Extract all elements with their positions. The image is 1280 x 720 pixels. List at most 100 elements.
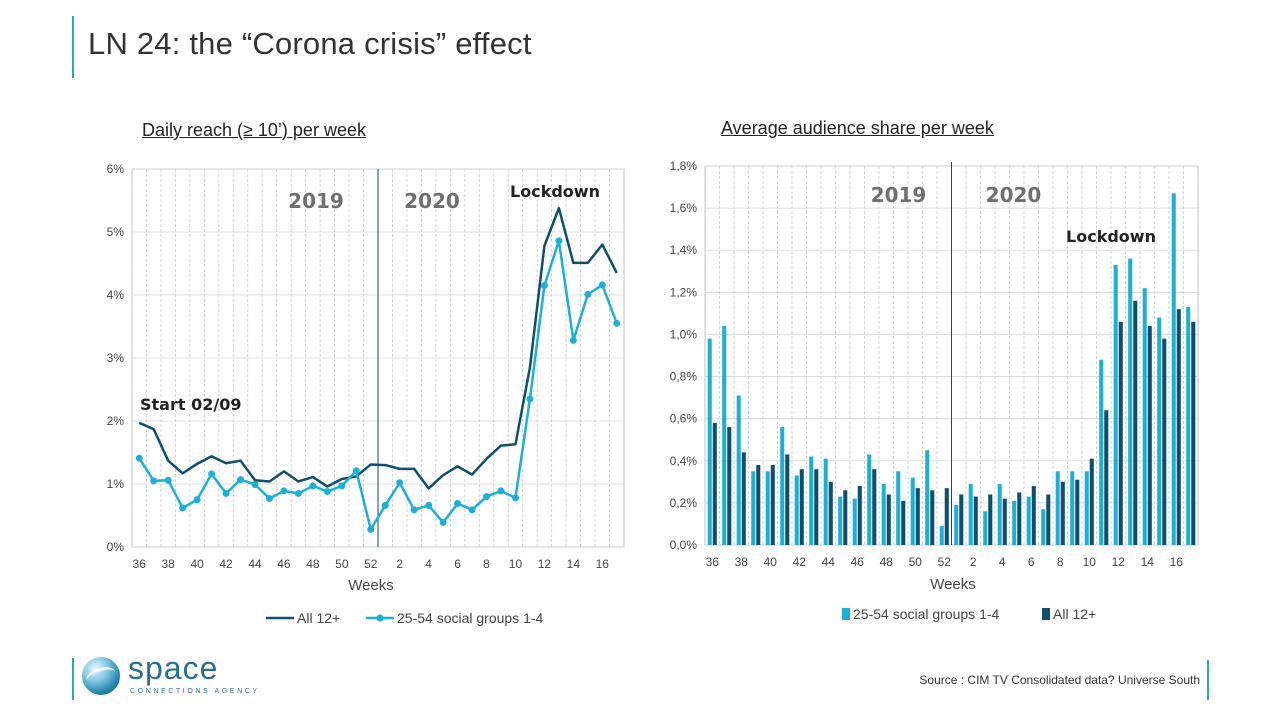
y-tick-label: 1,4% [670,243,698,257]
bar-all-12 [1104,410,1109,545]
bar-all-12 [1002,498,1007,545]
bar-25-54 [968,483,973,545]
x-tick-label: 14 [567,557,581,571]
data-point-25-54 [193,496,201,504]
bar-25-54 [751,471,756,545]
x-tick-label: 6 [1028,555,1035,569]
bar-25-54 [1171,193,1176,545]
bar-25-54 [838,496,843,545]
x-tick-label: 2 [396,557,403,571]
data-point-25-54 [396,479,404,487]
bar-all-12 [785,454,790,545]
bar-all-12 [1017,492,1022,545]
bar-25-54 [925,450,930,545]
bar-25-54 [1142,288,1147,545]
bar-25-54 [1012,500,1017,545]
start-label: Start 02/09 [140,395,241,414]
bar-25-54 [997,483,1002,545]
bar-25-54 [736,395,741,545]
legend-marker-25-54 [376,614,384,622]
x-tick-label: 40 [764,555,778,569]
bar-all-12 [1089,458,1094,545]
data-point-25-54 [584,290,592,298]
bar-all-12 [1176,309,1181,545]
data-point-25-54 [511,494,519,502]
legend-label-25-54: 25-54 social groups 1-4 [397,610,544,626]
legend-swatch-all-12 [1042,608,1050,620]
bar-all-12 [886,494,891,545]
bar-25-54 [1026,496,1031,545]
year-label-2019: 2019 [871,183,927,207]
bar-all-12 [1060,481,1065,545]
x-tick-label: 44 [822,555,836,569]
bar-25-54 [1070,471,1075,545]
y-tick-label: 5% [107,225,125,239]
x-tick-label: 8 [1057,555,1064,569]
x-tick-label: 12 [1112,555,1126,569]
share-bar-chart: 0,0% 0,2% 0,4% 0,6% 0,8% 1,0% 1,2% 1,4% 1,6% 1,8%… [670,159,1199,622]
x-tick-label: 36 [706,555,720,569]
y-tick-label: 0,4% [670,454,698,468]
source-note: Source : CIM TV Consolidated data? Unive… [919,673,1200,687]
bar-25-54 [1157,317,1162,545]
x-axis-title: Weeks [348,577,394,594]
y-tick-label: 0,6% [670,412,698,426]
bar-25-54 [1055,471,1060,545]
data-point-25-54 [555,237,563,245]
legend-label-all-12: All 12+ [297,610,340,626]
x-tick-label: 52 [364,557,378,571]
bar-25-54 [1099,359,1104,545]
data-point-25-54 [164,476,172,484]
space-logo-icon [82,657,120,695]
bar-25-54 [780,427,785,545]
x-tick-label: 44 [248,557,262,571]
bar-25-54 [896,471,901,545]
data-point-25-54 [265,494,273,502]
year-label-2020: 2020 [404,189,460,213]
bar-all-12 [1162,338,1167,545]
bar-25-54 [809,456,814,545]
bar-all-12 [901,500,906,545]
bar-25-54 [722,326,727,545]
x-tick-label: 4 [999,555,1006,569]
legend-label-all-12: All 12+ [1053,606,1096,622]
x-axis-title: Weeks [930,576,976,593]
data-point-25-54 [309,482,317,490]
bar-all-12 [1046,494,1051,545]
bar-all-12 [857,486,862,545]
logo-tagline: CONNECTIONS AGENCY [130,688,260,695]
chart-title-reach: Daily reach (≥ 10’) per week [142,120,366,140]
bar-all-12 [1147,326,1152,545]
bar-all-12 [1133,300,1138,545]
data-point-25-54 [468,506,476,514]
y-tick-label: 1% [107,477,125,491]
x-tick-label: 50 [909,555,923,569]
data-point-25-54 [135,454,143,462]
bar-all-12 [944,488,949,545]
logo-accent-bar [72,658,74,700]
data-point-25-54 [251,481,259,489]
x-tick-label: 14 [1141,555,1155,569]
bar-all-12 [799,469,804,545]
data-point-25-54 [352,467,360,475]
x-tick-label: 48 [880,555,894,569]
bar-all-12 [959,494,964,545]
y-tick-label: 2% [107,414,125,428]
data-point-25-54 [323,488,331,496]
bar-25-54 [1041,509,1046,545]
data-point-25-54 [410,506,418,514]
legend-swatch-25-54 [842,608,850,620]
source-accent-bar [1207,660,1209,700]
bar-all-12 [872,469,877,545]
x-tick-label: 38 [161,557,175,571]
page-title: LN 24: the “Corona crisis” effect [88,26,532,61]
bar-all-12 [1031,486,1036,545]
x-tick-label: 46 [851,555,865,569]
bar-25-54 [1084,471,1089,545]
title-accent-bar [72,16,74,78]
y-tick-label: 0,0% [670,538,698,552]
y-tick-label: 6% [107,162,125,176]
bar-25-54 [765,471,770,545]
x-tick-label: 52 [938,555,952,569]
data-point-25-54 [338,482,346,490]
